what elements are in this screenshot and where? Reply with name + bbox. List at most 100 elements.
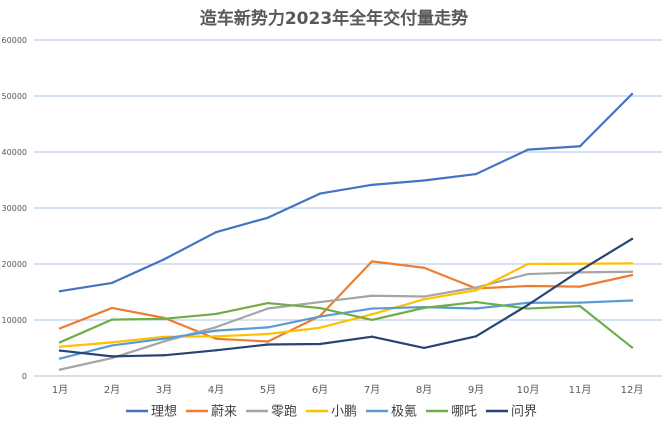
data-point: [162, 335, 166, 338]
data-point: [162, 337, 166, 340]
series-line: [58, 300, 634, 349]
data-point: [266, 332, 270, 336]
data-point: [58, 290, 62, 293]
legend-item: 哪吒: [426, 405, 477, 420]
data-point: [526, 148, 530, 151]
data-point: [370, 307, 374, 310]
data-point: [422, 306, 426, 310]
x-tick-label: 2月: [104, 384, 120, 396]
data-point: [110, 341, 114, 344]
x-tick-label: 8月: [416, 384, 432, 396]
legend-label: 零跑: [271, 405, 297, 420]
data-point: [266, 301, 270, 305]
series-lines: [58, 92, 634, 371]
chart-title: 造车新势力2023年全年交付量走势: [200, 8, 468, 29]
data-point: [630, 237, 634, 241]
data-point: [526, 284, 530, 288]
data-point: [214, 337, 218, 340]
data-point: [214, 329, 218, 332]
data-point: [214, 349, 218, 352]
data-point: [526, 262, 530, 266]
legend-label: 极氪: [391, 404, 417, 420]
series-4: [58, 262, 634, 348]
legend-item: 蔚来: [186, 405, 237, 420]
x-tick-label: 1月: [52, 384, 68, 396]
data-point: [526, 272, 530, 276]
data-point: [214, 230, 218, 234]
x-tick-label: 11月: [569, 384, 592, 396]
data-point: [578, 269, 582, 272]
data-point: [526, 303, 530, 307]
data-point: [58, 341, 62, 344]
data-point: [474, 289, 478, 292]
data-point: [162, 317, 166, 321]
data-point: [318, 192, 322, 195]
data-point: [578, 145, 582, 148]
series-line: [58, 262, 634, 348]
data-point: [58, 357, 62, 360]
data-point: [474, 335, 478, 338]
data-point: [214, 325, 218, 329]
legend: 理想 蔚来 零跑 小鹏 极氪 哪吒 问界: [126, 404, 537, 420]
y-tick-label: 50000: [2, 92, 27, 101]
data-point: [422, 179, 426, 182]
data-point: [266, 340, 270, 343]
data-point: [110, 355, 114, 358]
data-point: [422, 298, 426, 301]
data-point: [370, 335, 374, 338]
legend-item: 极氪: [366, 404, 417, 420]
data-point: [578, 285, 582, 288]
data-point: [370, 318, 374, 322]
legend-item: 小鹏: [306, 405, 357, 420]
data-point: [110, 356, 114, 360]
data-point: [110, 306, 114, 310]
x-axis: 1月 2月 3月 4月 5月 6月 7月 8月 9月 10月 11月 12月: [52, 384, 644, 396]
y-tick-label: 40000: [2, 148, 27, 157]
data-point: [318, 300, 322, 304]
data-point: [162, 340, 166, 343]
y-tick-label: 10000: [2, 316, 27, 325]
x-tick-label: 5月: [260, 384, 276, 396]
data-point: [630, 346, 634, 349]
data-point: [58, 345, 62, 348]
x-tick-label: 6月: [312, 384, 328, 396]
data-point: [110, 344, 114, 347]
series-3: [58, 270, 634, 371]
x-tick-label: 12月: [621, 384, 644, 396]
data-point: [526, 307, 530, 310]
data-point: [58, 349, 62, 352]
data-point: [370, 294, 374, 297]
data-point: [318, 315, 322, 318]
series-line: [58, 92, 634, 293]
x-tick-label: 10月: [517, 384, 540, 396]
y-tick-label: 30000: [2, 204, 27, 213]
x-tick-label: 7月: [364, 384, 380, 396]
legend-label: 小鹏: [331, 405, 357, 420]
data-point: [58, 327, 62, 330]
data-point: [318, 306, 322, 310]
legend-label: 问界: [511, 405, 537, 420]
data-point: [630, 262, 634, 265]
series-1: [58, 92, 634, 293]
data-point: [630, 270, 634, 273]
series-line: [58, 237, 634, 358]
data-point: [630, 299, 634, 302]
series-line: [58, 260, 634, 343]
data-point: [474, 172, 478, 176]
data-point: [162, 258, 166, 261]
data-point: [214, 312, 218, 316]
data-point: [318, 342, 322, 346]
series-7: [58, 237, 634, 358]
series-6: [58, 300, 634, 349]
data-point: [370, 260, 374, 263]
data-point: [630, 92, 634, 96]
y-tick-label: 60000: [2, 36, 27, 45]
gridlines: [34, 39, 662, 377]
data-point: [474, 300, 478, 304]
data-point: [578, 301, 582, 304]
data-point: [110, 318, 114, 321]
x-tick-label: 4月: [208, 384, 224, 396]
legend-item: 问界: [486, 405, 537, 420]
